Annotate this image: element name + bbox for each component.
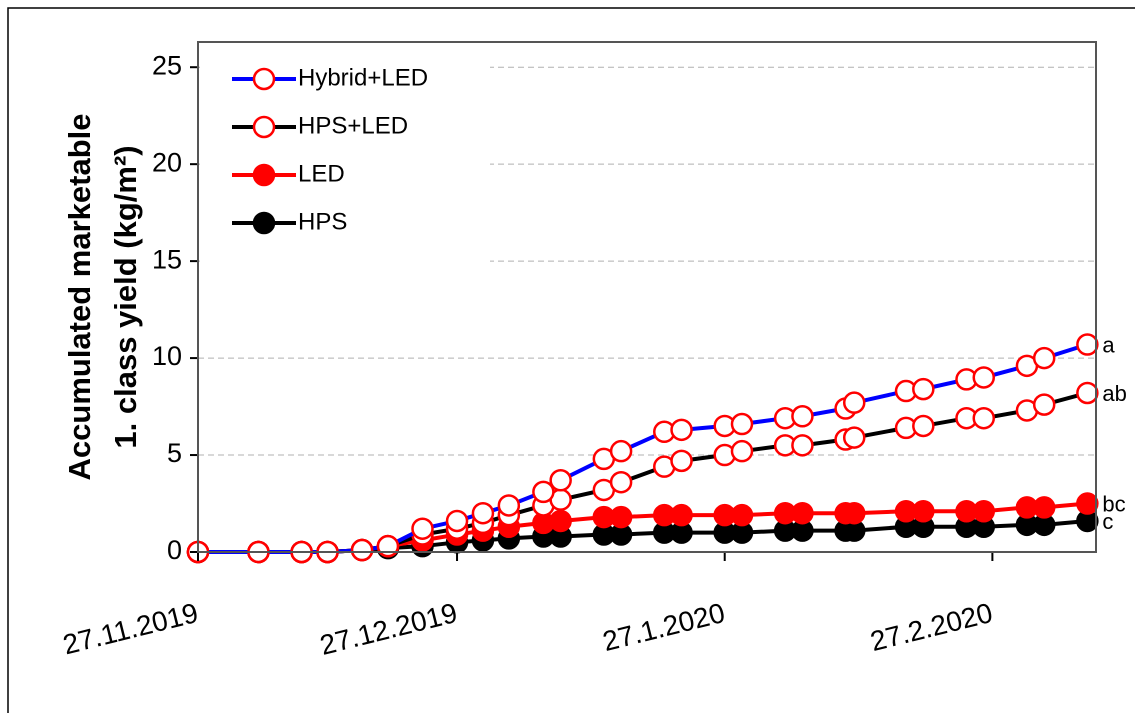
- data-point: [912, 500, 935, 523]
- y-tick-label: 15: [152, 244, 182, 274]
- data-point: [842, 426, 866, 449]
- data-point: [609, 470, 633, 494]
- data-point: [609, 439, 633, 463]
- y-axis-title: Accumulated marketable: [62, 114, 97, 481]
- data-point: [1032, 393, 1056, 416]
- data-point: [912, 414, 935, 438]
- data-point: [842, 391, 866, 414]
- legend-label: LED: [298, 160, 345, 187]
- data-point: [1032, 496, 1056, 519]
- legend-label: HPS+LED: [298, 112, 408, 139]
- data-point: [791, 501, 814, 525]
- data-point: [497, 494, 521, 517]
- data-point: [376, 534, 400, 558]
- significance-label: ab: [1102, 381, 1126, 406]
- x-tick-label: 27.12.2019: [317, 597, 460, 661]
- data-point: [1076, 381, 1099, 405]
- data-point: [1076, 492, 1099, 515]
- series-line: [198, 342, 1088, 554]
- significance-label: bc: [1102, 491, 1125, 516]
- x-tick-label: 27.11.2019: [60, 597, 201, 660]
- significance-label: a: [1102, 332, 1115, 357]
- significance-label: c: [1102, 509, 1113, 534]
- data-point: [791, 405, 814, 428]
- y-tick-label: 5: [167, 438, 182, 468]
- x-tick-label: 27.2.2020: [867, 597, 995, 657]
- y-tick-label: 20: [152, 147, 182, 177]
- data-point: [549, 509, 572, 533]
- data-point: [670, 418, 693, 442]
- data-point: [730, 503, 754, 527]
- data-point: [670, 503, 693, 527]
- data-point: [350, 538, 374, 562]
- y-tick-label: 10: [152, 341, 182, 371]
- data-point: [445, 509, 469, 533]
- data-point: [972, 406, 995, 430]
- plot: cbc ab a: [186, 332, 1127, 564]
- legend-label: HPS: [298, 208, 347, 235]
- data-point: [912, 377, 935, 401]
- legend-marker: [252, 211, 276, 235]
- data-point: [842, 501, 866, 525]
- data-point: [730, 439, 754, 463]
- data-point: [549, 469, 572, 492]
- data-point: [1076, 333, 1099, 356]
- data-point: [411, 517, 434, 540]
- legend-marker: [252, 115, 276, 139]
- x-tick-label: 27.1.2020: [600, 597, 728, 657]
- data-point: [730, 412, 754, 436]
- legend-marker: [252, 163, 276, 187]
- data-point: [471, 501, 495, 525]
- data-point: [670, 449, 693, 473]
- data-point: [1032, 346, 1056, 370]
- data-point: [609, 505, 633, 529]
- plot-frame: [197, 41, 1097, 553]
- data-point: [972, 366, 995, 389]
- frame: [7, 7, 1135, 713]
- y-axis-title: 1. class yield (kg/m²): [108, 145, 143, 448]
- legend-label: Hybrid+LED: [298, 64, 428, 91]
- data-point: [532, 480, 555, 504]
- data-point: [791, 434, 814, 457]
- y-tick-label: 25: [152, 50, 182, 80]
- legend-marker: [252, 67, 276, 91]
- data-point: [972, 500, 995, 523]
- legend: Hybrid+LED HPS+LED LED HPS: [200, 44, 490, 264]
- y-tick-label: 0: [167, 535, 182, 565]
